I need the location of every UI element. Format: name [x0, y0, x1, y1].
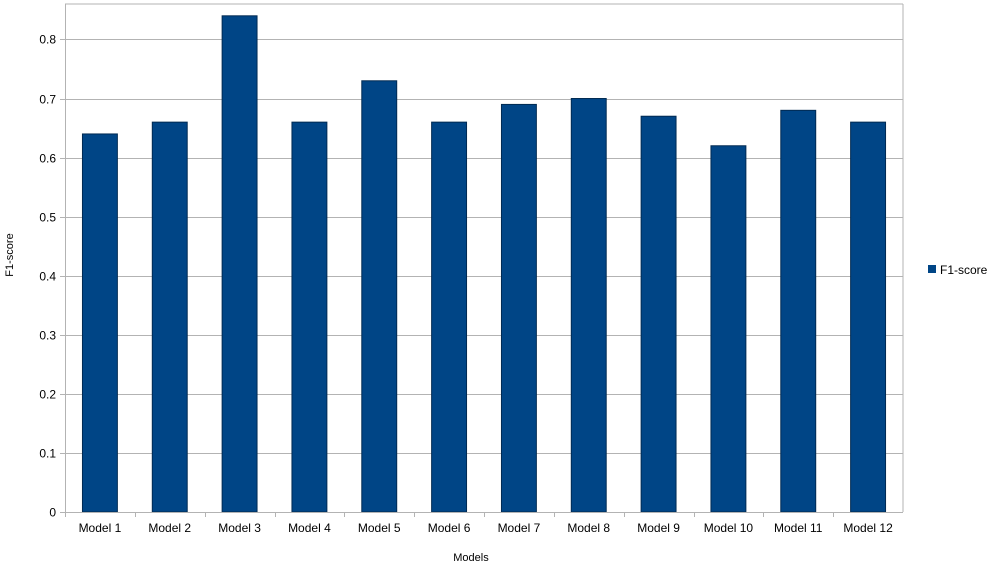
bar	[780, 109, 817, 513]
x-tick-label: Model 11	[774, 521, 823, 535]
legend-label: F1-score	[940, 263, 988, 277]
y-tick-labels: 0 0.1 0.2 0.3 0.4 0.5 0.6 0.7 0.8	[39, 33, 56, 520]
x-tick-label: Model 8	[567, 521, 610, 535]
x-tick-label: Model 4	[288, 521, 331, 535]
bar	[570, 98, 607, 513]
y-tick-label: 0.1	[39, 447, 56, 461]
y-tick-label: 0.4	[39, 270, 56, 284]
y-tick-label: 0.5	[39, 211, 56, 225]
axes	[65, 3, 904, 517]
bar	[81, 133, 118, 513]
bar	[640, 115, 677, 513]
x-tick-label: Model 5	[358, 521, 401, 535]
y-tick-label: 0.7	[39, 93, 56, 107]
bars	[81, 15, 887, 513]
x-tick-label: Model 9	[637, 521, 680, 535]
x-tick-label: Model 2	[148, 521, 191, 535]
y-tick-label: 0.3	[39, 329, 56, 343]
bar	[361, 80, 398, 513]
x-tick-label: Model 7	[498, 521, 541, 535]
y-axis-title: F1-score	[4, 233, 16, 276]
y-tick-label: 0.6	[39, 152, 56, 166]
x-tick-label: Model 10	[704, 521, 754, 535]
bar	[431, 121, 468, 513]
bar	[291, 121, 328, 513]
x-tick-label: Model 1	[79, 521, 122, 535]
bar	[850, 121, 887, 513]
bar	[710, 145, 747, 513]
bar	[151, 121, 188, 513]
legend-swatch	[928, 265, 936, 273]
x-tick-label: Model 3	[218, 521, 261, 535]
x-axis-title: Models	[453, 552, 489, 564]
y-tick-label: 0.8	[39, 33, 56, 47]
bar	[221, 15, 258, 513]
gridlines	[60, 39, 903, 513]
bar	[500, 103, 537, 513]
y-tick-label: 0.2	[39, 388, 56, 402]
x-tick-label: Model 6	[428, 521, 471, 535]
x-tick-labels: Model 1 Model 2 Model 3 Model 4 Model 5 Model…	[79, 521, 894, 535]
legend: F1-score	[928, 263, 988, 277]
x-tick-label: Model 12	[843, 521, 893, 535]
y-tick-label: 0	[49, 506, 56, 520]
